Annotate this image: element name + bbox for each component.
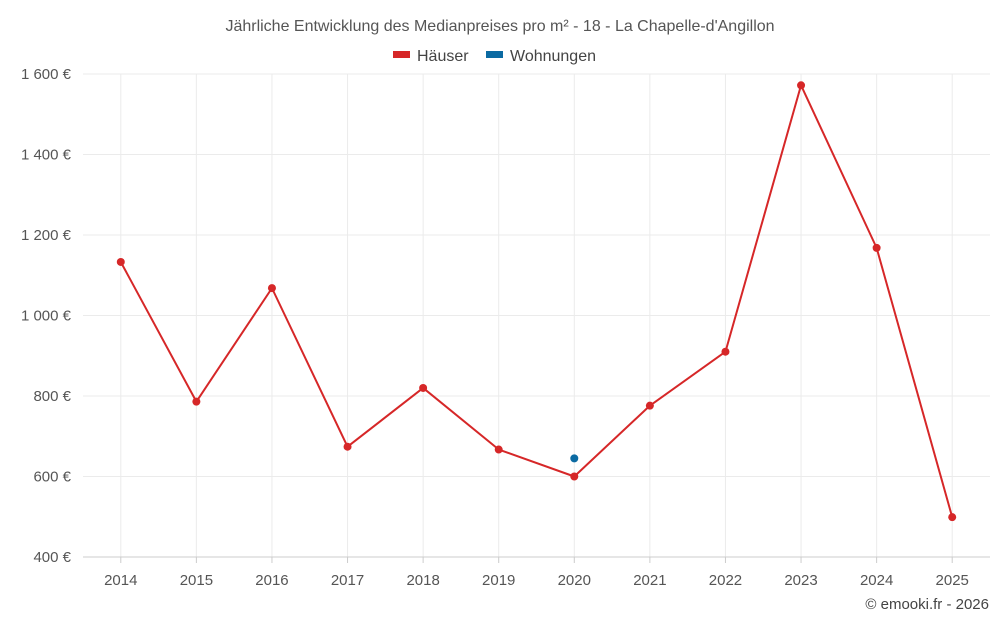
data-point-haeuser-2020[interactable] <box>570 472 579 481</box>
data-point-wohnungen-2020[interactable] <box>570 454 579 463</box>
chart-title: Jährliche Entwicklung des Medianpreises … <box>225 18 774 35</box>
x-tick-label: 2015 <box>180 572 213 589</box>
x-tick-label: 2014 <box>104 572 137 589</box>
data-point-haeuser-2016[interactable] <box>267 284 276 293</box>
x-tick-label: 2019 <box>482 572 515 589</box>
x-tick-label: 2023 <box>784 572 817 589</box>
data-point-haeuser-2019[interactable] <box>494 445 503 454</box>
data-point-haeuser-2023[interactable] <box>797 81 806 90</box>
data-point-haeuser-2017[interactable] <box>343 442 352 451</box>
x-tick-label: 2021 <box>633 572 666 589</box>
data-point-haeuser-2018[interactable] <box>419 383 428 392</box>
series <box>116 81 957 522</box>
x-tick-label: 2016 <box>255 572 288 589</box>
data-point-haeuser-2021[interactable] <box>645 401 654 410</box>
x-tick-label: 2018 <box>406 572 439 589</box>
series-line-haeuser <box>119 84 954 518</box>
y-tick-label: 1 200 € <box>21 227 72 244</box>
x-tick-label: 2022 <box>709 572 742 589</box>
legend: Häuser Wohnungen <box>393 48 596 65</box>
legend-swatch-haeuser <box>393 51 410 58</box>
data-point-haeuser-2025[interactable] <box>948 513 957 522</box>
legend-item-haeuser[interactable]: Häuser <box>393 48 469 65</box>
x-tick-label: 2025 <box>936 572 969 589</box>
legend-swatch-wohnungen <box>486 51 503 58</box>
legend-label-haeuser: Häuser <box>417 48 469 65</box>
y-tick-label: 400 € <box>33 549 71 566</box>
data-point-haeuser-2015[interactable] <box>192 397 201 406</box>
x-tick-label: 2020 <box>558 572 591 589</box>
y-tick-label: 1 600 € <box>21 66 72 83</box>
data-point-haeuser-2014[interactable] <box>116 257 125 266</box>
x-tick-label: 2017 <box>331 572 364 589</box>
y-tick-label: 1 400 € <box>21 147 72 164</box>
data-point-haeuser-2024[interactable] <box>872 243 881 252</box>
legend-item-wohnungen[interactable]: Wohnungen <box>486 48 596 65</box>
y-tick-label: 1 000 € <box>21 308 72 325</box>
axes: 400 € 600 € 800 € 1 000 € 1 200 € 1 400 € 1 60… <box>21 66 990 589</box>
data-point-haeuser-2022[interactable] <box>721 347 730 356</box>
legend-label-wohnungen: Wohnungen <box>510 48 596 65</box>
x-tick-label: 2024 <box>860 572 893 589</box>
y-tick-label: 600 € <box>33 469 71 486</box>
y-tick-label: 800 € <box>33 388 71 405</box>
credit-text: © emooki.fr - 2026 <box>865 596 989 613</box>
grid <box>83 73 990 558</box>
